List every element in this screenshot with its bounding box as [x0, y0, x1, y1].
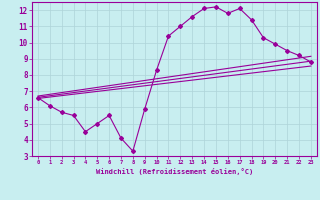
X-axis label: Windchill (Refroidissement éolien,°C): Windchill (Refroidissement éolien,°C) — [96, 168, 253, 175]
